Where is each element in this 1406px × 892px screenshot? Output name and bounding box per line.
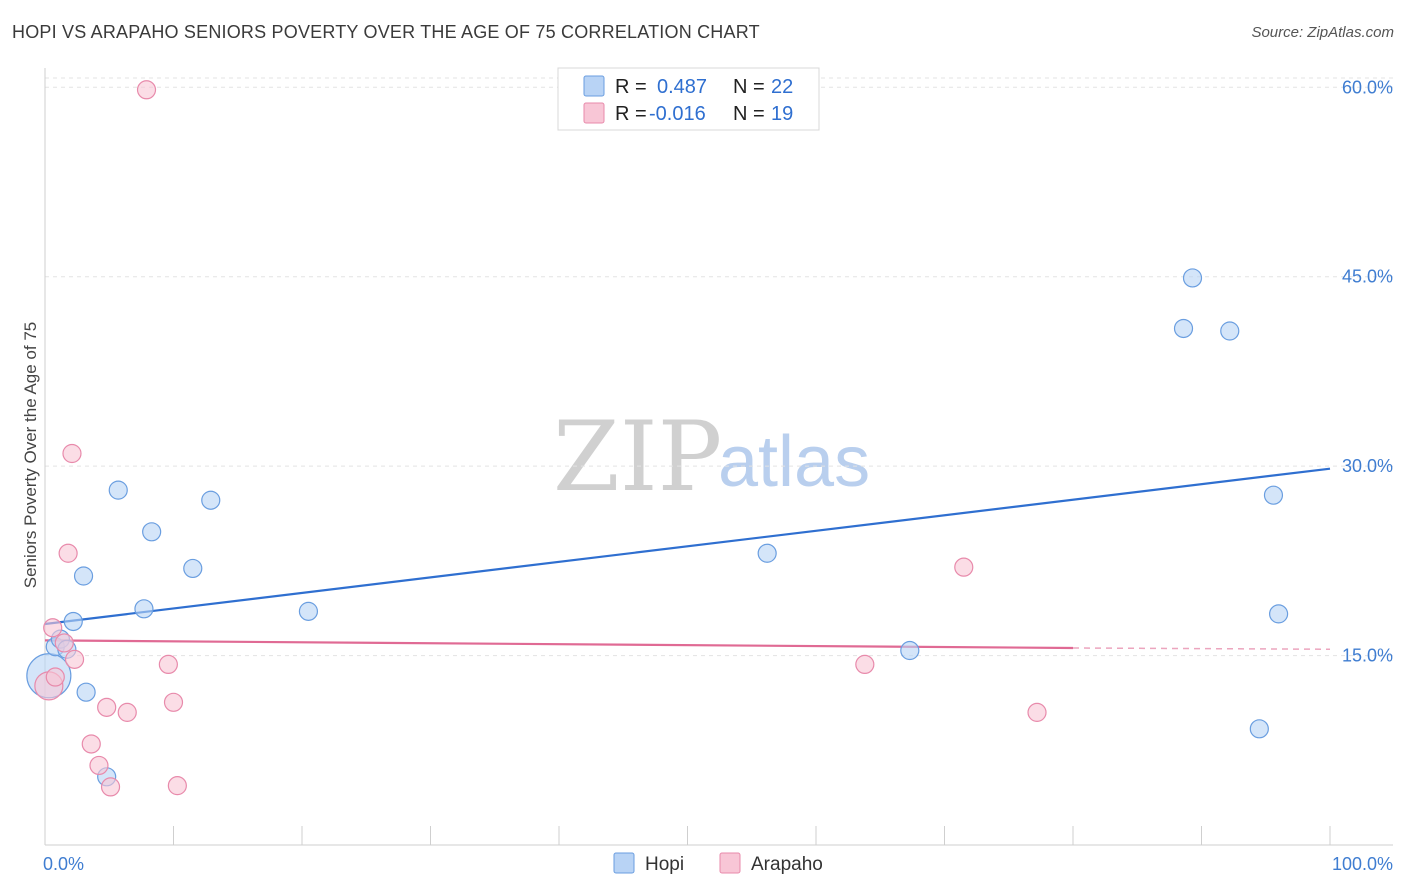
hopi-point-18 xyxy=(1220,321,1240,341)
arapaho-r-label: R = xyxy=(615,103,647,125)
arapaho-point-9 xyxy=(97,697,117,717)
hopi-point-13 xyxy=(298,601,319,621)
arapaho-point-17 xyxy=(954,557,974,577)
arapaho-point-11 xyxy=(117,702,137,722)
hopi-point-10 xyxy=(142,522,162,542)
arapaho-point-15 xyxy=(167,776,187,796)
arapaho-point-8 xyxy=(89,755,109,776)
hopi-point-15 xyxy=(900,640,920,661)
series-legend: Hopi Arapaho xyxy=(613,852,823,875)
arapaho-n-value: 19 xyxy=(771,103,793,125)
hopi-point-9 xyxy=(134,599,154,619)
arapaho-point-7 xyxy=(81,734,101,754)
hopi-n-label: N = xyxy=(733,76,765,98)
hopi-point-16 xyxy=(1173,318,1194,339)
hopi-point-14 xyxy=(757,543,777,563)
arapaho-trend-extension xyxy=(1072,647,1331,650)
watermark-zip: ZIP xyxy=(553,401,722,513)
arapaho-n-label: N = xyxy=(733,103,765,125)
hopi-point-11 xyxy=(183,558,203,579)
y-tick-label-45: 45.0% xyxy=(1342,267,1393,287)
x-tick-label-min: 0.0% xyxy=(43,854,84,874)
hopi-point-19 xyxy=(1249,719,1269,739)
hopi-point-21 xyxy=(1268,604,1289,624)
y-axis-label: Seniors Poverty Over the Age of 75 xyxy=(21,322,40,588)
arapaho-point-3 xyxy=(54,633,74,653)
y-tick-label-15: 15.0% xyxy=(1342,646,1393,666)
arapaho-point-14 xyxy=(163,692,184,712)
hopi-legend-label: Hopi xyxy=(645,854,684,875)
hopi-point-12 xyxy=(201,490,221,510)
y-tick-label-60: 60.0% xyxy=(1342,77,1393,97)
arapaho-point-4 xyxy=(58,543,78,563)
arapaho-point-13 xyxy=(158,654,178,675)
hopi-point-6 xyxy=(76,682,96,702)
arapaho-point-12 xyxy=(136,80,157,100)
x-tick-label-max: 100.0% xyxy=(1332,854,1393,874)
arapaho-swatch xyxy=(583,102,605,124)
hopi-swatch xyxy=(583,75,605,97)
hopi-r-label: R = xyxy=(615,76,647,98)
arapaho-point-5 xyxy=(62,443,82,464)
watermark-atlas: atlas xyxy=(718,422,870,502)
gridlines xyxy=(45,77,1393,657)
hopi-point-17 xyxy=(1182,268,1203,288)
axes xyxy=(44,68,1393,846)
arapaho-point-2 xyxy=(45,667,65,687)
y-tick-label-30: 30.0% xyxy=(1342,456,1393,476)
arapaho-point-10 xyxy=(100,777,121,797)
arapaho-legend-label: Arapaho xyxy=(751,854,823,875)
hopi-n-value: 22 xyxy=(771,76,793,98)
scatter-points xyxy=(26,80,1289,797)
y-tick-labels: 15.0% 30.0% 45.0% 60.0% xyxy=(1342,77,1393,665)
x-tick-labels: 0.0% 100.0% xyxy=(43,854,1393,874)
hopi-trend-line xyxy=(44,467,1331,626)
arapaho-point-6 xyxy=(64,649,85,669)
arapaho-point-16 xyxy=(855,654,875,675)
arapaho-point-1 xyxy=(43,618,63,638)
hopi-r-value: 0.487 xyxy=(657,76,707,98)
source-label: Source: ZipAtlas.com xyxy=(1251,24,1394,41)
hopi-legend-swatch xyxy=(613,852,635,874)
arapaho-point-18 xyxy=(1027,702,1047,722)
hopi-point-5 xyxy=(73,566,94,586)
arapaho-r-value: -0.016 xyxy=(649,103,706,125)
chart-title: HOPI VS ARAPAHO SENIORS POVERTY OVER THE… xyxy=(12,22,760,42)
stats-legend: R = 0.487 N = 22 R = -0.016 N = 19 xyxy=(557,67,820,131)
arapaho-trend-line xyxy=(44,639,1074,650)
hopi-point-4 xyxy=(63,611,83,632)
hopi-point-8 xyxy=(108,480,128,500)
hopi-point-20 xyxy=(1263,485,1284,505)
arapaho-legend-swatch xyxy=(719,852,741,874)
